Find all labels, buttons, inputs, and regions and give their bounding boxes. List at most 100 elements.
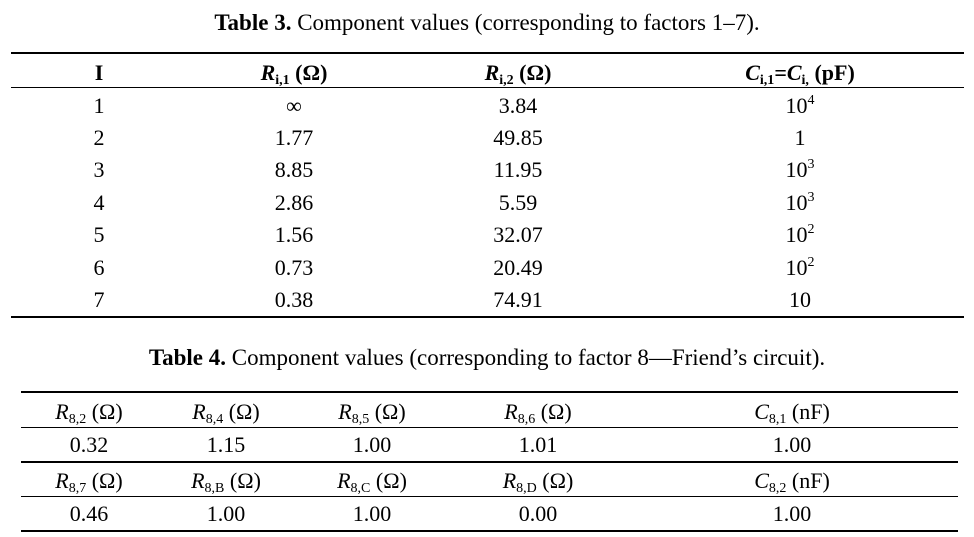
t4-h1-c5-subscript: 8,1 — [768, 412, 787, 427]
table-4-header-1-rule — [21, 427, 958, 428]
t4-h1-c4-unit: (Ω) — [535, 399, 572, 424]
header-c-unit: (pF) — [808, 60, 855, 85]
t4-h1-c3-symbol: R — [338, 399, 352, 424]
t3-row-7-c: 10 — [789, 286, 811, 314]
t4-header-2-col-3: R8,C (Ω) — [337, 467, 407, 496]
header-r1-symbol: R — [260, 60, 276, 85]
t4-h1-c3-subscript: 8,5 — [351, 412, 370, 427]
t4-h1-c4-subscript: 8,6 — [517, 412, 536, 427]
t4-header-1-col-2: R8,4 (Ω) — [192, 398, 260, 427]
t3-row-7-r1: 0.38 — [274, 287, 314, 312]
t4-h2-c3-unit: (Ω) — [370, 468, 407, 493]
table-4-header-2-rule — [21, 496, 958, 497]
t3-row-1-i: 1 — [93, 93, 105, 118]
header-r2-subscript: i,2 — [499, 73, 514, 88]
t4-header-2-col-2: R8,B (Ω) — [191, 467, 261, 496]
t3-row-6-c-exp: 2 — [807, 255, 815, 270]
t3-row-6-c-base: 10 — [785, 255, 808, 280]
header-c-equals: = — [774, 60, 787, 85]
table-3-header-i: I — [95, 59, 104, 87]
table-3-caption-text: Component values (corresponding to facto… — [291, 10, 760, 35]
t3-row-6-i: 6 — [93, 255, 105, 280]
t3-row-7-r2: 74.91 — [493, 287, 543, 312]
t3-row-3-r1: 8.85 — [274, 157, 314, 182]
t4-h1-c4-symbol: R — [504, 399, 518, 424]
table-3-header-r1: Ri,1 (Ω) — [260, 59, 328, 88]
t4-header-1-col-3: R8,5 (Ω) — [338, 398, 406, 427]
t4-values-1-col-4: 1.01 — [518, 432, 558, 457]
header-c-symbol-2: C — [786, 60, 802, 85]
header-c-symbol-1: C — [745, 60, 760, 85]
t4-h2-c3-subscript: 8,C — [350, 481, 371, 496]
t3-row-1-c-base: 10 — [785, 93, 808, 118]
t4-h2-c2-subscript: 8,B — [204, 481, 225, 496]
t4-h2-c1-subscript: 8,7 — [68, 481, 87, 496]
t3-row-5-c: 102 — [786, 221, 815, 249]
t3-row-6-c: 102 — [786, 254, 815, 282]
t4-header-1-col-1: R8,2 (Ω) — [55, 398, 123, 427]
t4-h2-c4-subscript: 8,D — [516, 481, 537, 496]
t4-h1-c5-unit: (nF) — [786, 399, 830, 424]
t4-header-2-col-4: R8,D (Ω) — [502, 467, 574, 496]
t4-values-2-col-5: 1.00 — [772, 501, 812, 526]
t4-h1-c5-symbol: C — [754, 399, 769, 424]
header-i-text: I — [94, 60, 104, 85]
t3-row-4-c-base: 10 — [785, 190, 808, 215]
t4-h1-c3-unit: (Ω) — [369, 399, 406, 424]
table-4-bottom-rule — [21, 530, 958, 532]
t3-row-3-c: 103 — [786, 156, 815, 184]
t4-values-2-col-3: 1.00 — [352, 501, 392, 526]
t4-values-2-col-2: 1.00 — [206, 501, 246, 526]
t3-row-3-i: 3 — [93, 157, 105, 182]
t4-h1-c2-symbol: R — [192, 399, 206, 424]
header-c-subscript-2: i, — [801, 73, 809, 88]
header-r1-unit: (Ω) — [289, 60, 328, 85]
t3-row-1-c: 104 — [786, 92, 815, 120]
t3-row-2-r1: 1.77 — [274, 125, 314, 150]
t4-h1-c1-unit: (Ω) — [86, 399, 123, 424]
t3-row-5-c-exp: 2 — [807, 222, 815, 237]
t4-h2-c5-subscript: 8,2 — [768, 481, 787, 496]
t4-header-2-col-1: R8,7 (Ω) — [55, 467, 123, 496]
t3-row-4-i: 4 — [93, 190, 105, 215]
t4-h2-c5-unit: (nF) — [786, 468, 830, 493]
t3-row-3-c-exp: 3 — [807, 157, 815, 172]
t4-h2-c2-unit: (Ω) — [224, 468, 261, 493]
table-3-header-c: Ci,1=Ci, (pF) — [745, 59, 855, 88]
table-3-header-r2: Ri,2 (Ω) — [485, 59, 552, 88]
t3-row-5-i: 5 — [93, 222, 105, 247]
t3-row-2-c: 1 — [795, 124, 806, 152]
t3-row-1-r1: ∞ — [286, 93, 302, 118]
t3-row-4-r2: 5.59 — [498, 190, 538, 215]
t3-row-5-r1: 1.56 — [274, 222, 314, 247]
t3-row-2-r2: 49.85 — [493, 125, 543, 150]
table-3-label: Table 3. — [214, 10, 292, 35]
table-4-label: Table 4. — [148, 345, 226, 370]
t4-values-1-col-2: 1.15 — [206, 432, 246, 457]
header-c-subscript-1: i,1 — [759, 73, 775, 88]
header-r2-unit: (Ω) — [513, 60, 552, 85]
t3-row-7-i: 7 — [93, 287, 105, 312]
t4-h1-c1-subscript: 8,2 — [68, 412, 87, 427]
t3-row-4-c: 103 — [786, 189, 815, 217]
table-4-caption: Table 4. Component values (corresponding… — [0, 344, 974, 372]
t4-values-2-col-4: 0.00 — [518, 501, 558, 526]
t3-row-2-i: 2 — [93, 125, 105, 150]
t3-row-7-c-base: 10 — [789, 287, 811, 312]
t4-h2-c4-unit: (Ω) — [536, 468, 574, 493]
t4-h2-c5-symbol: C — [754, 468, 769, 493]
t3-row-6-r2: 20.49 — [493, 255, 543, 280]
header-r1-subscript: i,1 — [275, 73, 290, 88]
t4-values-1-col-3: 1.00 — [352, 432, 392, 457]
t4-h2-c3-symbol: R — [337, 468, 351, 493]
table-3-caption: Table 3. Component values (corresponding… — [0, 9, 974, 37]
t4-h2-c4-symbol: R — [502, 468, 517, 493]
t4-h1-c2-unit: (Ω) — [223, 399, 260, 424]
t3-row-4-c-exp: 3 — [807, 190, 815, 205]
t3-row-5-c-base: 10 — [785, 222, 808, 247]
t4-header-1-col-5: C8,1 (nF) — [754, 398, 830, 427]
t3-row-3-r2: 11.95 — [493, 157, 543, 182]
table-3-header-rule — [11, 87, 964, 88]
t4-h2-c1-unit: (Ω) — [86, 468, 123, 493]
t3-row-4-r1: 2.86 — [274, 190, 314, 215]
